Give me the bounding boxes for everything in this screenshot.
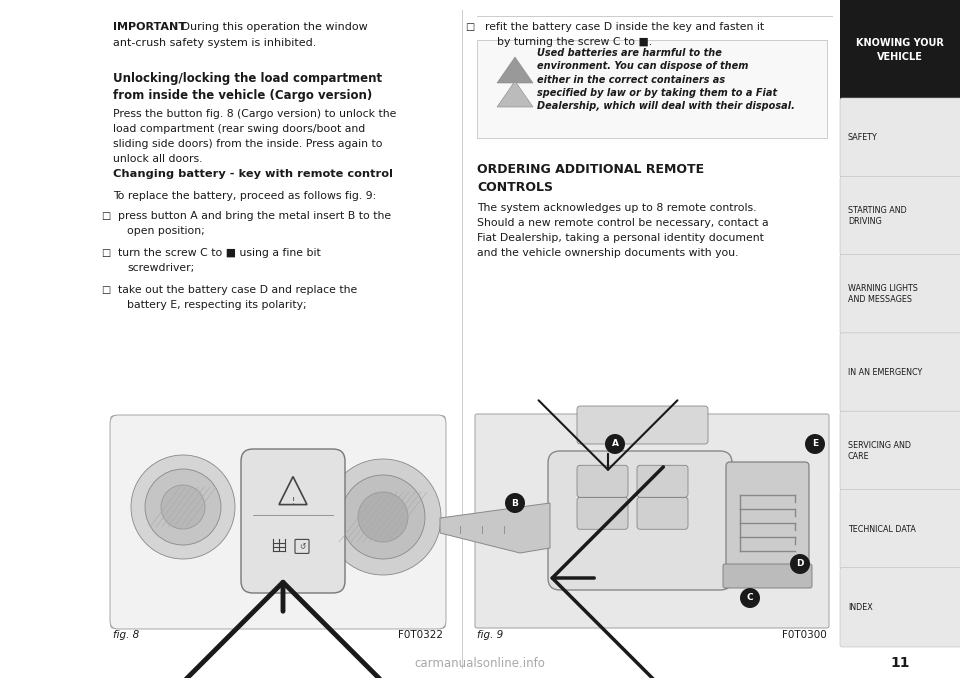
Circle shape: [605, 434, 625, 454]
Text: F0T0300: F0T0300: [782, 630, 827, 640]
Text: Changing battery - key with remote control: Changing battery - key with remote contr…: [113, 169, 393, 179]
Text: take out the battery case D and replace the: take out the battery case D and replace …: [118, 285, 357, 295]
Text: CONTROLS: CONTROLS: [477, 181, 553, 194]
FancyBboxPatch shape: [637, 465, 688, 497]
Circle shape: [805, 434, 825, 454]
Polygon shape: [121, 426, 435, 618]
Circle shape: [131, 455, 235, 559]
Text: turn the screw C to ■ using a fine bit: turn the screw C to ■ using a fine bit: [118, 248, 321, 258]
FancyBboxPatch shape: [840, 254, 960, 334]
Circle shape: [790, 554, 810, 574]
Text: □: □: [101, 211, 110, 221]
FancyBboxPatch shape: [637, 497, 688, 530]
Text: load compartment (rear swing doors/boot and: load compartment (rear swing doors/boot …: [113, 124, 365, 134]
Circle shape: [358, 492, 408, 542]
FancyBboxPatch shape: [723, 564, 812, 588]
Text: WARNING LIGHTS
AND MESSAGES: WARNING LIGHTS AND MESSAGES: [848, 284, 918, 304]
Text: C: C: [747, 593, 754, 603]
Polygon shape: [497, 81, 533, 107]
Text: Used batteries are harmful to the
environment. You can dispose of them
either in: Used batteries are harmful to the enviro…: [537, 48, 795, 111]
FancyBboxPatch shape: [840, 567, 960, 647]
Circle shape: [161, 485, 205, 529]
Circle shape: [325, 459, 441, 575]
Text: KNOWING YOUR
VEHICLE: KNOWING YOUR VEHICLE: [856, 39, 944, 62]
Bar: [477, 40, 827, 138]
Text: IMPORTANT: IMPORTANT: [113, 22, 186, 32]
Text: INDEX: INDEX: [848, 603, 873, 612]
Text: ↺: ↺: [299, 542, 305, 551]
FancyBboxPatch shape: [577, 465, 628, 497]
FancyBboxPatch shape: [840, 98, 960, 177]
Text: STARTING AND
DRIVING: STARTING AND DRIVING: [848, 206, 907, 226]
FancyBboxPatch shape: [548, 451, 732, 590]
FancyBboxPatch shape: [840, 490, 960, 569]
Text: ORDERING ADDITIONAL REMOTE: ORDERING ADDITIONAL REMOTE: [477, 163, 704, 176]
Text: Should a new remote control be necessary, contact a: Should a new remote control be necessary…: [477, 218, 769, 228]
Text: unlock all doors.: unlock all doors.: [113, 154, 203, 164]
FancyBboxPatch shape: [840, 411, 960, 490]
Text: 11: 11: [890, 656, 910, 670]
Text: !: !: [292, 496, 295, 506]
Text: IN AN EMERGENCY: IN AN EMERGENCY: [848, 368, 923, 377]
Text: open position;: open position;: [127, 226, 204, 236]
FancyBboxPatch shape: [111, 416, 445, 628]
Text: battery E, respecting its polarity;: battery E, respecting its polarity;: [127, 300, 306, 310]
FancyBboxPatch shape: [840, 176, 960, 256]
Text: ant-crush safety system is inhibited.: ant-crush safety system is inhibited.: [113, 38, 317, 48]
Text: fig. 8: fig. 8: [113, 630, 139, 640]
Polygon shape: [440, 503, 550, 553]
Text: D: D: [796, 559, 804, 568]
Text: □: □: [101, 248, 110, 258]
Text: SERVICING AND
CARE: SERVICING AND CARE: [848, 441, 911, 461]
Text: fig. 9: fig. 9: [477, 630, 503, 640]
Text: A: A: [612, 439, 618, 449]
Text: SAFETY: SAFETY: [848, 133, 877, 142]
FancyBboxPatch shape: [475, 414, 829, 628]
Polygon shape: [497, 57, 533, 83]
Text: carmanualsonline.info: carmanualsonline.info: [415, 657, 545, 670]
Circle shape: [341, 475, 425, 559]
Text: sliding side doors) from the inside. Press again to: sliding side doors) from the inside. Pre…: [113, 139, 382, 149]
Text: During this operation the window: During this operation the window: [178, 22, 368, 32]
Text: Unlocking/locking the load compartment: Unlocking/locking the load compartment: [113, 72, 382, 85]
Circle shape: [505, 493, 525, 513]
Text: Press the button fig. 8 (Cargo version) to unlock the: Press the button fig. 8 (Cargo version) …: [113, 109, 396, 119]
FancyBboxPatch shape: [577, 497, 628, 530]
Text: The system acknowledges up to 8 remote controls.: The system acknowledges up to 8 remote c…: [477, 203, 756, 213]
FancyBboxPatch shape: [241, 449, 345, 593]
FancyBboxPatch shape: [577, 406, 708, 444]
Text: refit the battery case D inside the key and fasten it: refit the battery case D inside the key …: [485, 22, 764, 32]
Circle shape: [740, 588, 760, 608]
Text: by turning the screw C to ■.: by turning the screw C to ■.: [497, 37, 652, 47]
Text: press button A and bring the metal insert B to the: press button A and bring the metal inser…: [118, 211, 391, 221]
Text: and the vehicle ownership documents with you.: and the vehicle ownership documents with…: [477, 248, 738, 258]
Text: from inside the vehicle (Cargo version): from inside the vehicle (Cargo version): [113, 89, 372, 102]
Text: □: □: [101, 285, 110, 295]
Text: TECHNICAL DATA: TECHNICAL DATA: [848, 525, 916, 534]
Circle shape: [145, 469, 221, 545]
FancyBboxPatch shape: [840, 0, 960, 100]
Text: F0T0322: F0T0322: [398, 630, 443, 640]
Text: B: B: [512, 498, 518, 508]
Text: screwdriver;: screwdriver;: [127, 263, 194, 273]
FancyBboxPatch shape: [110, 415, 446, 629]
Text: Fiat Dealership, taking a personal identity document: Fiat Dealership, taking a personal ident…: [477, 233, 764, 243]
FancyBboxPatch shape: [726, 462, 809, 570]
Text: □: □: [465, 22, 474, 32]
Text: To replace the battery, proceed as follows fig. 9:: To replace the battery, proceed as follo…: [113, 191, 376, 201]
Text: E: E: [812, 439, 818, 449]
FancyBboxPatch shape: [840, 333, 960, 412]
